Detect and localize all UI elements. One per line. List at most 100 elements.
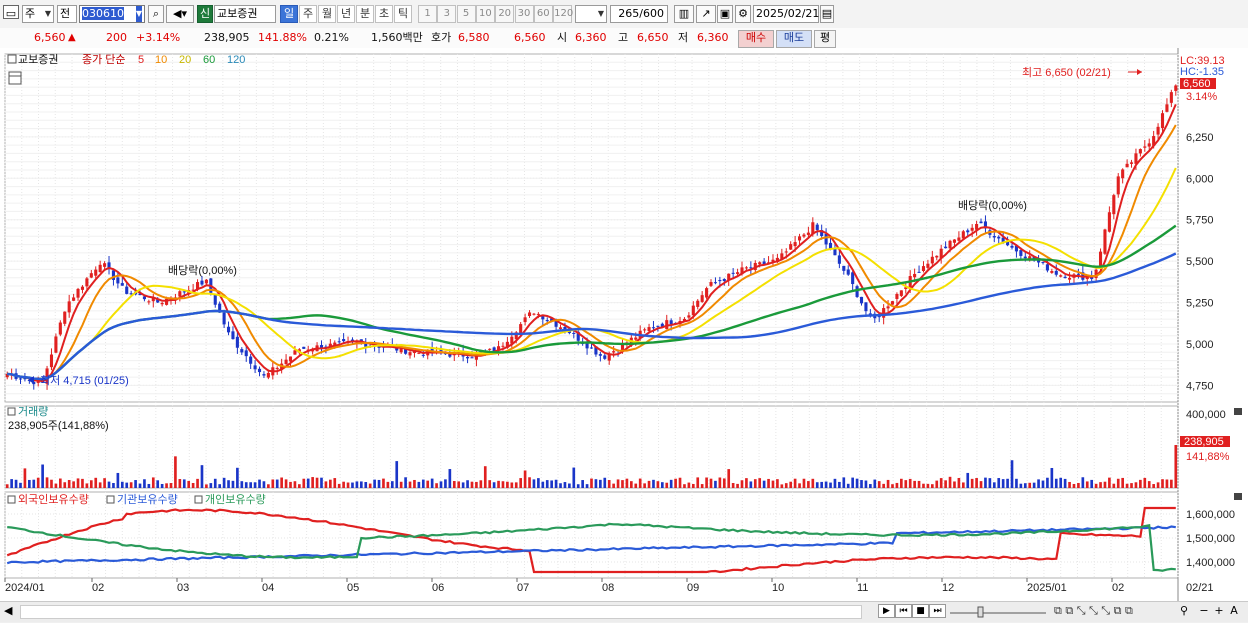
period-select[interactable]: 주 ▼ — [22, 5, 54, 23]
tab-1[interactable]: 주 — [299, 5, 317, 23]
volume-bar — [537, 478, 540, 488]
interval-3[interactable]: 3 — [437, 5, 457, 23]
candle — [532, 313, 536, 315]
tab-4[interactable]: 분 — [356, 5, 374, 23]
search-icon[interactable]: ⚲ — [1180, 604, 1189, 617]
interval-5[interactable]: 5 — [456, 5, 476, 23]
zoom-button-2[interactable]: A — [1230, 604, 1238, 617]
nav-button-1[interactable]: ⏮ — [895, 604, 912, 618]
candle — [837, 255, 841, 264]
volume-bar — [1143, 477, 1147, 488]
interval-120[interactable]: 120 — [553, 5, 573, 23]
candle — [470, 357, 474, 359]
calendar-icon[interactable]: ▤ — [820, 5, 834, 23]
layout-icon[interactable]: ▭ — [3, 5, 19, 20]
volume-bar — [966, 472, 970, 488]
scroll-track[interactable] — [20, 605, 862, 619]
nav-button-0[interactable]: ▶ — [878, 604, 895, 618]
volume-bar — [134, 480, 137, 488]
save-icon[interactable]: ▣ — [717, 5, 733, 23]
date-field[interactable]: 2025/02/21 — [753, 5, 819, 23]
volume-bar — [178, 479, 182, 488]
volume-bar — [28, 479, 31, 488]
candle — [284, 359, 288, 365]
candle — [913, 273, 917, 278]
search-icon[interactable]: ⌕ — [148, 5, 164, 23]
x-axis-label: 03 — [177, 582, 189, 594]
bid-price: 6,560 — [514, 31, 546, 44]
scroll-left-icon[interactable]: ◀ — [4, 604, 13, 617]
interval-1[interactable]: 1 — [418, 5, 437, 23]
speaker-icon[interactable]: ◀▾ — [166, 5, 194, 23]
volume-bar — [669, 479, 673, 488]
tool-icons[interactable]: ⧉ ⧉ ⤡ ⤡ ⤡ ⧉ ⧉ — [1054, 604, 1133, 617]
holdings-line-1 — [6, 525, 1176, 565]
volume-bar — [643, 483, 646, 488]
volume-bar — [67, 480, 71, 488]
candle — [337, 341, 341, 343]
interval-20[interactable]: 20 — [495, 5, 515, 23]
volume-bar — [1156, 482, 1160, 488]
candle — [793, 242, 797, 247]
volume-bar — [1041, 480, 1045, 488]
table-icon — [8, 71, 22, 85]
sell-button[interactable]: 매도 — [776, 30, 812, 48]
interval-custom-select[interactable]: ▼ — [575, 5, 607, 23]
compare-select[interactable]: 전 — [57, 5, 77, 23]
candle — [890, 301, 895, 305]
chart-scrollbar[interactable]: ◀ ▶ ⏮ ■ ⏭ ⧉ ⧉ ⤡ ⤡ ⤡ ⧉ ⧉ ⚲ − + A — [0, 601, 1248, 622]
nav-button-3[interactable]: ⏭ — [929, 604, 946, 618]
tab-6[interactable]: 틱 — [394, 5, 412, 23]
tab-3[interactable]: 년 — [337, 5, 355, 23]
volume-bar — [1050, 467, 1054, 488]
volume-bar — [568, 483, 571, 488]
candle — [603, 355, 607, 359]
volume-bar — [298, 484, 301, 488]
candle — [682, 318, 687, 322]
candle — [492, 347, 496, 352]
volume-bar — [992, 482, 996, 488]
volume-bar — [271, 479, 275, 488]
candle — [926, 263, 930, 268]
chart-svg[interactable]: 6,250 6,000 5,750 5,500 5,250 5,000 4,750 400,0… — [0, 48, 1248, 603]
eval-button[interactable]: 평 — [814, 30, 836, 48]
candle — [142, 296, 146, 300]
tab-5[interactable]: 초 — [375, 5, 393, 23]
candle-type-icon[interactable]: ▥ — [674, 5, 694, 23]
candle — [147, 301, 151, 303]
volume-bar — [1099, 482, 1102, 488]
candle — [404, 347, 408, 354]
stock-code-input[interactable]: 030610 ▼ — [79, 5, 145, 23]
hc-label: HC:-1.35 — [1180, 66, 1224, 78]
tab-0[interactable]: 일 — [280, 5, 298, 23]
draw-tool-icon[interactable]: ↗ — [696, 5, 716, 23]
candle — [1160, 113, 1165, 129]
volume-bar — [979, 481, 983, 488]
tab-2[interactable]: 월 — [318, 5, 336, 23]
candle — [815, 224, 819, 230]
candle — [842, 265, 846, 271]
bar-count-field[interactable]: 265/600 — [610, 5, 668, 23]
candle — [1112, 195, 1116, 215]
buy-button[interactable]: 매수 — [738, 30, 774, 48]
volume-bar — [727, 469, 731, 488]
volume-bar — [120, 481, 124, 488]
chart-area[interactable]: 6,250 6,000 5,750 5,500 5,250 5,000 4,750 400,0… — [0, 48, 1248, 603]
interval-30[interactable]: 30 — [514, 5, 534, 23]
zoom-button-0[interactable]: − — [1199, 604, 1209, 617]
interval-10[interactable]: 10 — [475, 5, 495, 23]
volume-bar — [98, 482, 102, 488]
lc-label: LC:39.13 — [1180, 55, 1225, 67]
volume-bar — [240, 481, 244, 488]
volume-bar — [647, 480, 651, 488]
interval-60[interactable]: 60 — [533, 5, 553, 23]
volume-bar — [426, 480, 430, 488]
gear-icon[interactable]: ⚙ — [735, 5, 751, 23]
zoom-slider[interactable] — [948, 603, 1048, 623]
stock-name-field[interactable]: 교보증권 — [214, 5, 276, 23]
candle — [1019, 250, 1023, 256]
candle — [5, 373, 9, 378]
zoom-button-1[interactable]: + — [1214, 604, 1224, 617]
candle — [63, 311, 67, 324]
nav-button-2[interactable]: ■ — [912, 604, 929, 618]
